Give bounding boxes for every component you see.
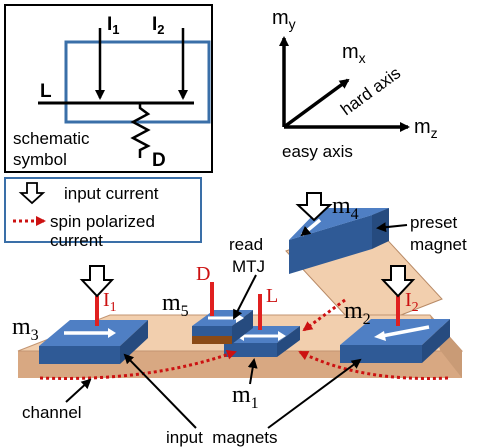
m4-moment-arrow	[300, 218, 322, 237]
schematic-label-d: D	[152, 150, 166, 171]
schematic-caption-line2: symbol	[13, 150, 67, 169]
input-current-arrow-i2	[380, 265, 416, 298]
input-current-legend-icon	[18, 182, 46, 205]
magnet-m3	[39, 320, 148, 364]
read-mtj-leader	[233, 274, 257, 320]
preset-magnet-line1: preset	[410, 213, 458, 232]
device-panel: I1 I2 D L m3 m2 m5 m4 m1 read MTJ preset…	[12, 192, 467, 447]
schematic-panel: I1 I2 L D schematic symbol	[4, 4, 213, 173]
channel-label: channel	[22, 403, 82, 422]
mx-label: mx	[342, 41, 366, 66]
legend-input-current: input current	[64, 184, 159, 203]
legend-panel: input current spin polarized current	[4, 177, 202, 250]
label-m1: m1	[232, 382, 259, 412]
label-i2: I2	[405, 289, 419, 315]
hard-axis-label: hard axis	[337, 63, 404, 119]
input-magnets-leader-left	[123, 353, 197, 429]
preset-magnet-line2: magnet	[410, 235, 467, 254]
spin-current-path-m2	[298, 350, 449, 380]
legend-spin-line1: spin polarized	[50, 212, 155, 231]
schematic-resistor-zigzag	[130, 103, 151, 158]
label-m2: m2	[344, 298, 371, 328]
mx-axis-arrow	[282, 78, 350, 129]
easy-axis-label: easy axis	[282, 142, 353, 161]
preset-magnet-leader	[376, 222, 408, 233]
schematic-caption-line1: schematic	[13, 129, 90, 148]
m2-moment-arrow	[381, 325, 430, 338]
schematic-label-l: L	[40, 81, 52, 102]
input-magnets-leader-right	[267, 358, 362, 429]
read-mtj-line1: read	[229, 235, 263, 254]
spin-current-path-m4	[302, 298, 346, 332]
schematic-magnet-box	[64, 40, 211, 124]
label-m5: m5	[162, 290, 189, 320]
schematic-label-i1: I1	[107, 14, 120, 37]
my-label: my	[272, 7, 296, 32]
input-current-arrow-i1	[79, 265, 115, 298]
schematic-label-i2: I2	[152, 14, 165, 37]
label-i1: I1	[103, 289, 117, 315]
label-l: L	[266, 285, 278, 307]
label-m3: m3	[12, 314, 39, 344]
input-current-arrow-m4	[295, 192, 333, 222]
label-m4: m4	[332, 193, 359, 223]
mz-label: mz	[414, 116, 438, 141]
magnet-m2	[340, 319, 450, 363]
legend-spin-line2: current	[50, 231, 103, 250]
read-mtj-line2: MTJ	[232, 257, 265, 276]
axes-panel: my mx mz hard axis easy axis	[272, 7, 438, 161]
channel-leader	[65, 378, 92, 403]
input-magnets-label: input magnets	[166, 428, 278, 447]
m1-leader	[247, 358, 258, 385]
label-d: D	[196, 263, 210, 285]
